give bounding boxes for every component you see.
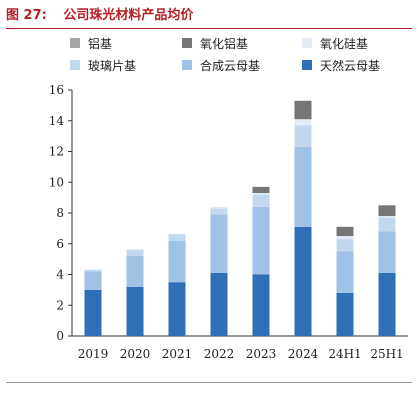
- y-tick-label: 8: [56, 206, 64, 220]
- bar-segment: [294, 146, 312, 227]
- x-tick-label: 2021: [162, 347, 193, 361]
- x-tick-label: 2019: [78, 347, 109, 361]
- legend-swatch: [70, 60, 80, 70]
- legend-swatch: [302, 38, 312, 48]
- bar-segment: [84, 269, 102, 272]
- x-tick-label: 24H1: [328, 347, 361, 361]
- legend-label: 合成云母基: [200, 58, 261, 73]
- bar-segment: [252, 206, 270, 275]
- bar-segment: [336, 292, 354, 336]
- figure-title: 图 27: 公司珠光材料产品均价: [6, 6, 412, 26]
- bar-segment: [336, 251, 354, 293]
- bar-segment: [336, 236, 354, 240]
- bar-segment: [126, 249, 144, 250]
- bar-segment: [84, 271, 102, 290]
- y-tick-label: 0: [56, 329, 64, 343]
- bar-segment: [252, 194, 270, 207]
- legend-label: 氧化铝基: [200, 36, 249, 51]
- y-tick-label: 6: [56, 237, 64, 251]
- y-tick-label: 2: [56, 298, 64, 312]
- x-tick-label: 2020: [120, 347, 151, 361]
- figure-title-text: 公司珠光材料产品均价: [63, 8, 194, 23]
- bar-segment: [168, 282, 186, 336]
- bar-segment: [210, 272, 228, 336]
- bar-segment: [252, 186, 270, 194]
- x-tick-label: 2024: [288, 347, 319, 361]
- y-tick-label: 14: [49, 114, 65, 128]
- bar-segment: [294, 119, 312, 126]
- bar-segment: [210, 214, 228, 273]
- legend-item: 合成云母基: [182, 56, 260, 74]
- legend-label: 玻璃片基: [88, 58, 137, 73]
- legend-item: 天然云母基: [302, 56, 380, 74]
- bar-segment: [126, 249, 144, 257]
- legend-item: 玻璃片基: [70, 56, 136, 74]
- title-divider: [6, 28, 412, 29]
- bar-segment: [378, 231, 396, 273]
- legend-item: 铝基: [70, 34, 112, 52]
- legend-item: 氧化铝基: [182, 34, 248, 52]
- bar-segment: [84, 269, 102, 270]
- bar-segment: [294, 100, 312, 120]
- figure-label: 图 27:: [6, 8, 47, 23]
- legend-label: 氧化硅基: [320, 36, 369, 51]
- bar-segment: [378, 217, 396, 232]
- legend-swatch: [182, 38, 192, 48]
- bar-segment: [294, 226, 312, 336]
- legend-swatch: [182, 60, 192, 70]
- legend-swatch: [302, 60, 312, 70]
- y-tick-label: 10: [49, 175, 64, 189]
- legend-swatch: [70, 38, 80, 48]
- bar-segment: [252, 193, 270, 195]
- bar-segment: [126, 256, 144, 287]
- y-tick-label: 16: [49, 83, 64, 97]
- bar-segment: [294, 125, 312, 147]
- bar-segment: [336, 239, 354, 252]
- x-tick-label: 2023: [246, 347, 277, 361]
- legend-item: 氧化硅基: [302, 34, 368, 52]
- bar-segment: [378, 272, 396, 336]
- x-tick-label: 2022: [204, 347, 235, 361]
- bar-segment: [378, 216, 396, 218]
- footer-divider: [6, 382, 412, 383]
- bar-segment: [168, 233, 186, 235]
- bar-segment: [210, 206, 228, 209]
- bar-segment: [210, 208, 228, 215]
- x-tick-label: 25H1: [370, 347, 403, 361]
- bar-segment: [126, 286, 144, 336]
- bar-segment: [336, 226, 354, 237]
- bar-segment: [168, 240, 186, 283]
- legend-label: 铝基: [88, 36, 113, 51]
- bar-segment: [378, 205, 396, 217]
- bar-segment: [168, 234, 186, 241]
- y-tick-label: 4: [56, 268, 64, 282]
- legend-label: 天然云母基: [320, 58, 381, 73]
- y-tick-label: 12: [49, 145, 64, 159]
- bar-segment: [252, 274, 270, 336]
- bar-segment: [84, 289, 102, 336]
